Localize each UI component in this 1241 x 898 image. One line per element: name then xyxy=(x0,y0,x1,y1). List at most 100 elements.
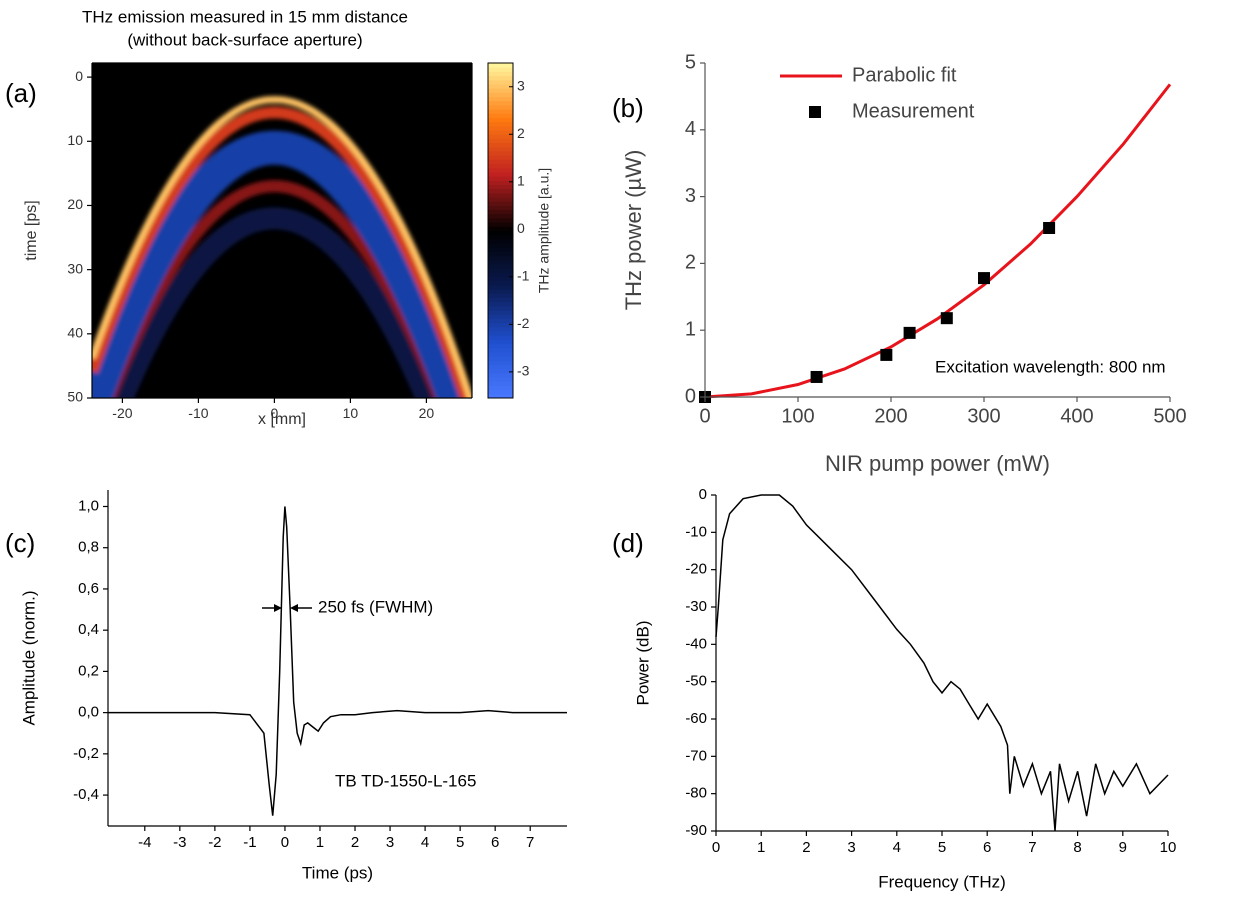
x-tick-label: 7 xyxy=(1028,839,1036,856)
colorbar-cell xyxy=(488,71,513,77)
y-tick-label: 0,8 xyxy=(78,539,99,556)
x-tick-label: 5 xyxy=(938,839,946,856)
colorbar-cell xyxy=(488,305,513,311)
colorbar-cell xyxy=(488,356,513,361)
colorbar-cell xyxy=(488,335,513,340)
colorbar-cell xyxy=(488,314,513,319)
x-tick-label: -4 xyxy=(138,834,151,851)
y-tick-label: 0,6 xyxy=(78,580,99,597)
colorbar-cell xyxy=(488,364,513,370)
colorbar-cell xyxy=(488,92,513,97)
x-tick-label: -3 xyxy=(173,834,186,851)
y-tick-label: -40 xyxy=(685,635,707,652)
panel-label: (c) xyxy=(5,528,35,558)
y-tick-label: 0 xyxy=(685,385,696,407)
colorbar-cell xyxy=(488,192,513,198)
x-tick-label: 500 xyxy=(1153,405,1186,427)
x-tick-label: 3 xyxy=(847,839,855,856)
point xyxy=(903,326,916,339)
y-tick-label: 20 xyxy=(67,196,83,212)
y-tick-label: -70 xyxy=(685,747,707,764)
colorbar-cell xyxy=(488,326,513,332)
y-tick-label: 1 xyxy=(685,318,696,340)
colorbar-cell xyxy=(488,159,513,164)
point xyxy=(978,272,990,285)
colorbar-cell xyxy=(488,318,513,324)
colorbar-cell xyxy=(488,150,513,156)
colorbar-tick-label: 1 xyxy=(517,172,525,188)
colorbar-cell xyxy=(488,264,513,269)
annotation: 250 fs (FWHM) xyxy=(318,597,433,616)
colorbar-cell xyxy=(488,146,513,152)
colorbar-cell xyxy=(488,351,513,357)
colorbar-cell xyxy=(488,121,513,127)
colorbar-cell xyxy=(488,247,513,252)
chart-subtitle: (without back-surface aperture) xyxy=(127,30,362,49)
colorbar-cell xyxy=(488,360,513,365)
fit-line xyxy=(704,83,1172,399)
colorbar-cell xyxy=(488,125,513,131)
colorbar-cell xyxy=(488,96,513,102)
colorbar-cell xyxy=(488,171,513,177)
x-tick-label: 0 xyxy=(281,834,289,851)
y-tick-label: -50 xyxy=(685,673,707,690)
y-tick-label: -20 xyxy=(685,561,707,578)
x-tick-label: 2 xyxy=(802,839,810,856)
colorbar-cell xyxy=(488,138,513,144)
y-tick-label: -30 xyxy=(685,598,707,615)
x-tick-label: 0 xyxy=(699,405,710,427)
y-tick-label: -10 xyxy=(685,523,707,540)
x-tick-label: 1 xyxy=(316,834,324,851)
x-tick-label: 2 xyxy=(351,834,359,851)
colorbar-cell xyxy=(488,100,513,106)
x-tick-label: 20 xyxy=(419,405,435,421)
chart-title: THz emission measured in 15 mm distance xyxy=(82,7,408,26)
y-tick-label: 0,0 xyxy=(78,704,99,721)
y-tick-label: -0,2 xyxy=(73,745,99,762)
colorbar-frame xyxy=(487,62,514,399)
y-tick-label: 0,2 xyxy=(78,662,99,679)
colorbar-cell xyxy=(488,251,513,257)
point xyxy=(810,370,823,383)
y-tick-label: 2 xyxy=(685,252,696,274)
colorbar-tick-label: 3 xyxy=(517,77,525,93)
x-axis-label: Time (ps) xyxy=(302,863,373,882)
colorbar-cell xyxy=(488,184,513,190)
colorbar-cell xyxy=(488,88,513,93)
y-axis-label: Power (dB) xyxy=(633,620,652,705)
x-tick-label: 3 xyxy=(386,834,394,851)
x-tick-label: -1 xyxy=(243,834,256,851)
x-tick-label: 4 xyxy=(893,839,901,856)
colorbar-cell xyxy=(488,272,513,278)
panel-label: (a) xyxy=(5,78,37,108)
colorbar-cell xyxy=(488,243,513,248)
y-tick-label: -80 xyxy=(685,785,707,802)
colorbar-cell xyxy=(488,167,513,173)
colorbar-cell xyxy=(488,134,513,139)
colorbar-cell xyxy=(488,230,513,236)
x-tick-label: 6 xyxy=(491,834,499,851)
y-axis-label: THz power (µW) xyxy=(621,150,646,311)
colorbar-cell xyxy=(488,293,513,298)
x-tick-label: 300 xyxy=(967,405,1000,427)
colorbar-cell xyxy=(488,368,513,374)
colorbar-cell xyxy=(488,109,513,114)
colorbar-cell xyxy=(488,83,513,89)
y-tick-label: 50 xyxy=(67,389,83,405)
y-axis-label: Amplitude (norm.) xyxy=(19,590,38,725)
colorbar-cell xyxy=(488,201,513,206)
colorbar-cell xyxy=(488,63,513,68)
colorbar-cell xyxy=(488,205,513,211)
x-tick-label: 0 xyxy=(271,405,279,421)
x-axis-label: Frequency (THz) xyxy=(878,872,1006,891)
x-tick-label: 4 xyxy=(421,834,429,851)
y-tick-label: 3 xyxy=(685,185,696,207)
arrow-head xyxy=(274,604,282,612)
y-tick-label: 0,4 xyxy=(78,621,99,638)
annotation: TB TD-1550-L-165 xyxy=(335,771,476,790)
colorbar-cell xyxy=(488,75,513,81)
band xyxy=(92,96,472,398)
x-tick-label: 0 xyxy=(712,839,720,856)
colorbar-cell xyxy=(488,222,513,227)
x-tick-label: -20 xyxy=(112,405,132,421)
